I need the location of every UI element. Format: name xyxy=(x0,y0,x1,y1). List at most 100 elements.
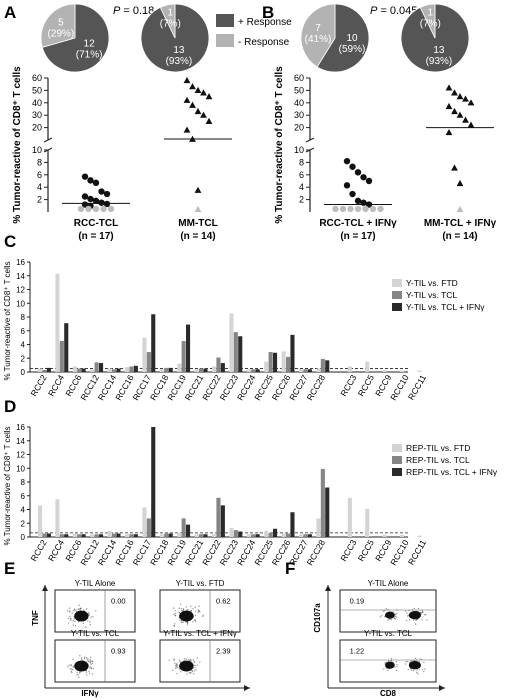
bar xyxy=(82,369,86,372)
flow-event xyxy=(383,610,384,611)
flow-event xyxy=(422,669,423,670)
y-axis-label: % Tumor-reactive of CD8⁺ T cells xyxy=(274,66,285,224)
bar xyxy=(251,534,255,537)
flow-event xyxy=(175,610,176,611)
flow-event xyxy=(86,608,87,609)
bar xyxy=(77,369,81,372)
flow-event xyxy=(180,671,181,672)
flow-event xyxy=(175,667,176,668)
flow-event xyxy=(380,616,381,617)
flow-event xyxy=(419,669,420,670)
flow-event xyxy=(81,659,82,660)
flow-event xyxy=(193,662,194,663)
bar xyxy=(203,369,207,372)
group-n-label: (n = 17) xyxy=(78,231,113,242)
y-tick-label: 6 xyxy=(21,492,26,501)
data-point-responder xyxy=(195,108,202,114)
flow-event xyxy=(72,669,73,670)
gate-percentage: 2.39 xyxy=(216,646,231,655)
flow-event xyxy=(90,624,91,625)
flow-event xyxy=(173,607,174,608)
flow-plot-title: Y-TIL vs. TCL xyxy=(364,629,413,638)
y-tick-label: 30 xyxy=(32,110,42,120)
y-axis-label: % Tumor-reactive of CD8⁺ T cells xyxy=(3,261,12,380)
flow-event xyxy=(177,667,178,668)
flow-event xyxy=(90,660,91,661)
bar xyxy=(238,336,242,372)
flow-event xyxy=(68,622,69,623)
flow-event xyxy=(195,669,196,670)
flow-event xyxy=(192,608,193,609)
flow-event xyxy=(181,620,182,621)
bar xyxy=(251,369,255,372)
y-tick-label: 2 xyxy=(299,195,304,205)
flow-event xyxy=(190,610,191,611)
pie-slice-label-line: (41%) xyxy=(305,34,332,45)
data-point-responder xyxy=(355,169,361,175)
gate-percentage: 0.19 xyxy=(350,596,365,605)
y-tick-label: 8 xyxy=(299,157,304,167)
data-point-responder xyxy=(457,112,464,118)
bar xyxy=(73,534,77,537)
bar xyxy=(282,351,286,372)
flow-density-core xyxy=(179,611,193,622)
flow-event xyxy=(179,660,180,661)
bar xyxy=(64,534,68,537)
flow-event xyxy=(418,608,419,609)
data-point-responder xyxy=(366,178,372,184)
bar xyxy=(142,507,146,537)
pie-slice-label-line: 5 xyxy=(58,17,64,28)
flow-event xyxy=(174,626,175,627)
bar xyxy=(199,369,203,372)
data-point-responder xyxy=(200,112,207,118)
data-point-responder xyxy=(206,93,213,99)
x-tick-label: RCC5 xyxy=(356,538,376,563)
bar xyxy=(151,427,155,537)
bar xyxy=(108,531,112,537)
pie-slice-label-line: 7 xyxy=(315,23,321,34)
bar xyxy=(60,534,64,537)
data-point-responder xyxy=(98,200,104,206)
flow-event xyxy=(81,657,82,658)
flow-event xyxy=(69,607,70,608)
bar xyxy=(125,367,129,372)
flow-event xyxy=(395,616,396,617)
y-tick-label: 60 xyxy=(294,73,304,83)
data-point-nonresponder xyxy=(85,206,91,212)
legend-label-positive: + Response xyxy=(238,17,292,28)
bar xyxy=(99,534,103,537)
bar xyxy=(73,367,77,373)
flow-event xyxy=(83,609,84,610)
flow-plot-title: Y-TIL vs. TCL + IFNγ xyxy=(163,629,237,638)
pie-slice-label-line: 10 xyxy=(346,33,358,44)
flow-event xyxy=(396,664,397,665)
bar xyxy=(216,358,220,372)
bar xyxy=(269,352,273,372)
flow-event xyxy=(406,613,407,614)
pie-slice-label-line: (7%) xyxy=(420,18,441,29)
gate-percentage: 0.62 xyxy=(216,596,231,605)
legend-swatch xyxy=(392,303,402,311)
bar xyxy=(186,325,190,372)
legend-label: Y-TIL vs. TCL + IFNγ xyxy=(406,302,485,312)
flow-event xyxy=(80,608,81,609)
flow-density-core xyxy=(74,661,88,672)
flow-event xyxy=(387,619,388,620)
flow-event xyxy=(72,667,73,668)
bar xyxy=(308,534,312,537)
flow-density-core xyxy=(179,661,193,672)
response-legend: + Response - Response xyxy=(216,14,292,48)
bar xyxy=(303,534,307,537)
flow-event xyxy=(202,616,203,617)
bar xyxy=(348,367,352,373)
bar xyxy=(108,369,112,372)
group-label: RCC-TCL + IFNγ xyxy=(319,218,397,229)
flow-event xyxy=(406,620,407,621)
y-tick-label: 2 xyxy=(21,354,26,363)
y-tick-label: 2 xyxy=(21,519,26,528)
bar xyxy=(321,359,325,372)
data-point-nonresponder xyxy=(377,206,383,212)
bar xyxy=(164,534,168,537)
bar xyxy=(365,362,369,372)
bar xyxy=(325,360,329,372)
